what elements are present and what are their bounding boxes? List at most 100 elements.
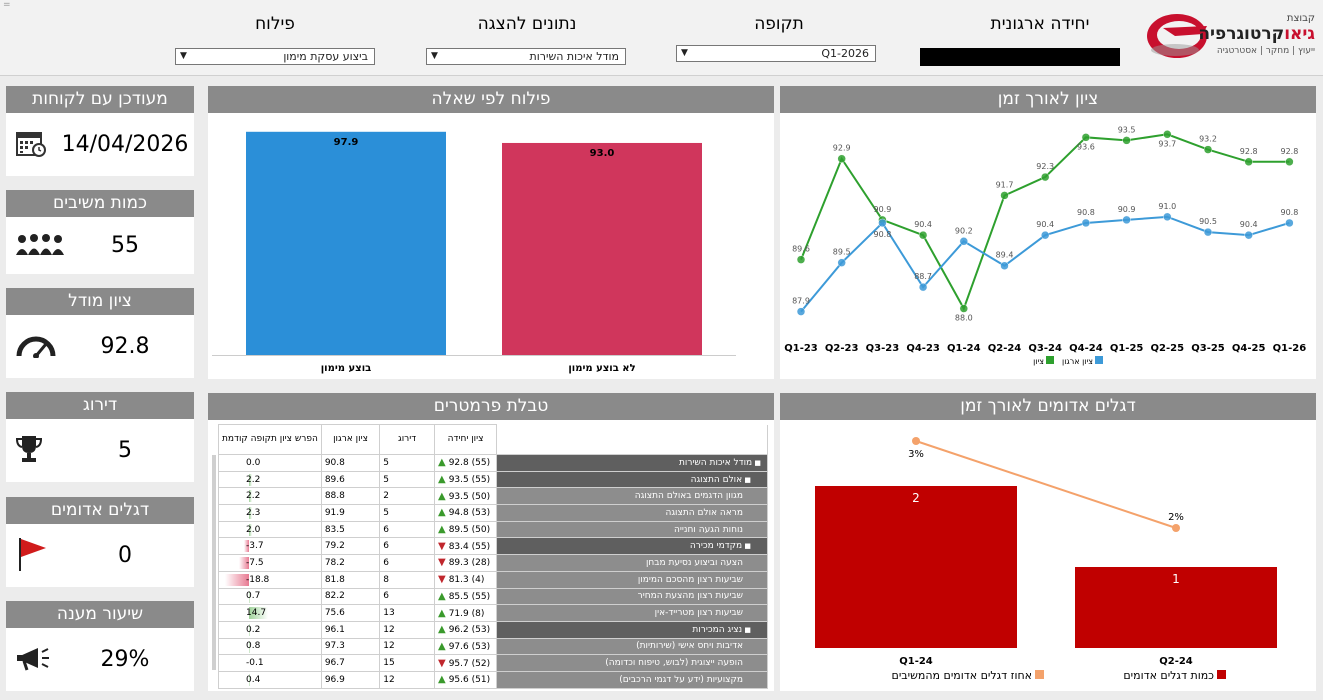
data-point — [1203, 145, 1213, 154]
data-label: 3% — [908, 449, 924, 460]
diff-value: 0.2 — [246, 624, 261, 635]
table-row[interactable]: -3.7 79.2 6 ▼ 83.4 (55) ■ מקדמי מכירה — [218, 537, 768, 556]
kpi-title: כמות משיבים — [6, 190, 194, 217]
x-tick-label: Q1-26 — [1273, 343, 1307, 354]
segmentation-dropdown[interactable]: ▼ ביצוע עסקת מימון — [175, 48, 375, 65]
table-row[interactable]: -7.5 78.2 6 ▼ 89.3 (28) הצעה וביצוע נסיעת מבח… — [218, 554, 768, 572]
param-name-cell[interactable]: ■ נציג המכירות — [496, 620, 768, 639]
param-name: מקצועיות (ידע על דגמי הרכבים) — [619, 674, 743, 685]
kpi-title: דגלים אדומים — [6, 497, 194, 524]
data-point — [837, 258, 846, 267]
collapse-toggle-icon[interactable]: ■ — [742, 625, 751, 634]
panel-title: פילוח לפי שאלה — [208, 86, 774, 113]
diff-bar — [244, 540, 249, 553]
table-row[interactable]: 2.3 91.9 5 ▲ 94.8 (53) מראה אולם התצוגה — [218, 504, 768, 522]
table-row[interactable]: -0.1 96.7 15 ▼ 95.7 (52) הופעה ייצוגית (לבוש,… — [218, 654, 768, 672]
param-name-cell: שביעות רצון מהסכם המימון — [496, 570, 768, 589]
param-name: הצעה וביצוע נסיעת מבחן — [645, 557, 743, 568]
param-name-cell[interactable]: ■ אולם התצוגה — [496, 470, 768, 489]
rank-cell: 12 — [379, 670, 435, 689]
table-row[interactable]: 0.2 96.1 12 ▲ 96.2 (53) ■ נציג המכירות — [218, 620, 768, 639]
collapse-toggle-icon[interactable]: ■ — [742, 542, 751, 551]
data-to-display-dropdown[interactable]: ▼ מודל איכות השירות — [426, 48, 626, 65]
x-tick-label: Q3-24 — [1028, 343, 1062, 354]
org-score-cell: 78.2 — [320, 554, 381, 572]
data-label: 91.7 — [996, 180, 1014, 189]
x-tick-label: Q2-23 — [825, 343, 859, 354]
org-score-cell: 96.7 — [320, 654, 381, 672]
kpi-model-score: ציון מודל 92.8 — [6, 288, 194, 378]
bar-by-question-chart: 97.9 בוצע מימון 93.0 לא בוצע מימון — [212, 131, 736, 374]
table-row[interactable]: 0.7 82.2 6 ▲ 85.5 (55) שביעות רצון מהצעת המחי… — [218, 587, 768, 606]
logo-swoosh-icon — [1147, 14, 1207, 58]
param-name-cell: מראה אולם התצוגה — [496, 504, 768, 522]
table-row[interactable]: 2.2 88.8 2 ▲ 93.5 (50) מגוון הדגמים באולם התצ… — [218, 487, 768, 506]
data-label: 92.3 — [1036, 162, 1054, 171]
table-row[interactable]: 2.2 89.6 5 ▲ 93.5 (55) ■ אולם התצוגה — [218, 470, 768, 489]
table-row[interactable]: 0.8 97.3 12 ▲ 97.6 (53) אדיבות ויחס אישי (שיר… — [218, 637, 768, 656]
data-label: 90.8 — [1280, 208, 1298, 217]
diff-value: 14.7 — [246, 608, 267, 619]
score-over-time-panel: ציון לאורך זמן 89.6 92.9 90.9 90.4 88.0 91.7 9… — [780, 86, 1316, 379]
x-tick-label: Q1-23 — [784, 343, 818, 354]
arrow-up-icon: ▲ — [438, 590, 446, 602]
collapse-toggle-icon[interactable]: ■ — [752, 458, 761, 467]
unit-score-value: 93.5 (55) — [448, 475, 491, 486]
table-scrollbar[interactable] — [212, 455, 216, 670]
x-tick-label: Q3-25 — [1191, 343, 1225, 354]
data-label: 2% — [1168, 512, 1184, 523]
data-label: 93.2 — [1199, 135, 1217, 144]
bar-by-question-panel: פילוח לפי שאלה 97.9 בוצע מימון 93.0 לא בוצע… — [208, 86, 774, 379]
x-tick-label: Q2-24 — [1159, 656, 1193, 667]
org-unit-dropdown[interactable] — [920, 48, 1120, 66]
table-row[interactable]: 0.4 96.9 12 ▲ 95.6 (51) מקצועיות (ידע על דגמי… — [218, 670, 768, 689]
data-label: 90.5 — [1199, 217, 1217, 226]
unit-score-cell: ▲ 71.9 (8) — [433, 604, 498, 622]
params-table: הפרש ציון תקופה קודמת ציון ארגון דירוג צ… — [218, 424, 768, 689]
data-point — [1172, 524, 1180, 532]
param-name-cell[interactable]: ■ מודל איכות השירות — [496, 454, 768, 472]
data-point — [1244, 230, 1253, 240]
table-row[interactable]: 2.0 83.5 6 ▲ 89.5 (50) נוחות הגעה וחנייה — [218, 520, 768, 539]
diff-value: 0.0 — [246, 457, 261, 468]
rank-cell: 12 — [379, 620, 435, 639]
org-score-cell: 81.8 — [320, 570, 381, 589]
diff-bar — [249, 523, 252, 536]
param-name: אולם התצוגה — [690, 474, 743, 485]
data-point — [959, 237, 969, 246]
menu-corner-icon[interactable]: = — [3, 0, 11, 10]
data-label: 90.8 — [873, 230, 891, 239]
org-score-cell: 91.9 — [320, 504, 381, 522]
data-label: 89.6 — [792, 245, 810, 254]
table-row[interactable]: -18.8 81.8 8 ▼ 81.3 (4) שביעות רצון מהסכם המי… — [218, 570, 768, 589]
x-tick-label: Q4-23 — [906, 343, 940, 354]
table-row[interactable]: 14.7 75.6 13 ▲ 71.9 (8) שביעות רצון מטרייד-אי… — [218, 604, 768, 622]
org-score-cell: 83.5 — [320, 520, 381, 539]
legend-swatch — [1035, 670, 1044, 679]
filter-title-org-unit: יחידה ארגונית — [990, 14, 1090, 34]
legend-label: ציון — [1033, 357, 1044, 366]
series-line — [915, 440, 1177, 529]
diff-value: -7.5 — [246, 557, 264, 568]
diff-cell: -0.1 — [218, 654, 322, 672]
param-name-cell: שביעות רצון מטרייד-אין — [496, 604, 768, 622]
bar — [1075, 567, 1277, 648]
diff-value: 2.2 — [246, 474, 261, 485]
filter-title-segmentation: פילוח — [255, 14, 295, 34]
diff-bar — [249, 673, 250, 686]
rank-cell: 5 — [379, 454, 435, 472]
data-label: 90.2 — [955, 226, 973, 235]
collapse-toggle-icon[interactable]: ■ — [742, 475, 751, 484]
unit-score-cell: ▲ 95.6 (51) — [433, 670, 498, 689]
rank-cell: 12 — [379, 637, 435, 656]
param-name-cell[interactable]: ■ מקדמי מכירה — [496, 537, 768, 556]
period-dropdown[interactable]: ▼ Q1-2026 — [676, 45, 876, 62]
table-row[interactable]: 0.0 90.8 5 ▲ 92.8 (55) ■ מודל איכות השירות — [218, 454, 768, 472]
unit-score-cell: ▼ 81.3 (4) — [433, 570, 498, 589]
rank-cell: 8 — [379, 570, 435, 589]
diff-value: -18.8 — [246, 574, 270, 585]
score-over-time-chart: 89.6 92.9 90.9 90.4 88.0 91.7 92.3 93.6 93.5 93.7… — [784, 125, 1307, 366]
kpi-red-flags: דגלים אדומים 0 — [6, 497, 194, 587]
diff-cell: -7.5 — [218, 554, 322, 572]
diff-value: 0.7 — [246, 591, 261, 602]
